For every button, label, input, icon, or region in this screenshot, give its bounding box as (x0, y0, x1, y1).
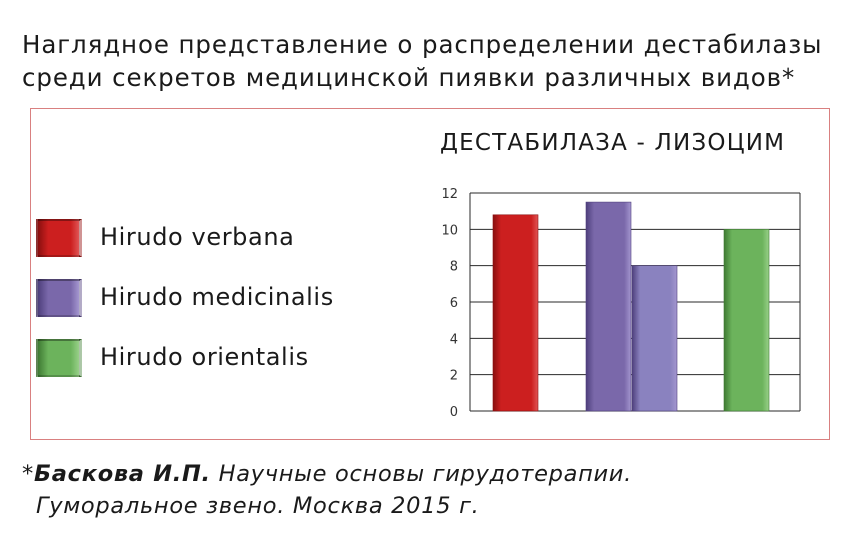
bar-3 (631, 265, 678, 412)
page-heading: Наглядное представление о распределении … (22, 28, 822, 94)
legend-swatch-verbana (36, 219, 82, 257)
legend-label-verbana: Hirudo verbana (100, 223, 295, 251)
bar-2 (585, 201, 632, 412)
footnote-mark: * (22, 461, 34, 487)
legend-item-orientalis: Hirudo orientalis (36, 339, 366, 377)
legend-item-verbana: Hirudo verbana (36, 219, 366, 257)
legend-swatch-medicinalis (36, 279, 82, 317)
y-tick-label-6: 6 (450, 296, 458, 311)
y-tick-label-10: 10 (441, 223, 458, 238)
bar-4 (723, 229, 770, 412)
legend-item-medicinalis: Hirudo medicinalis (36, 279, 366, 317)
footnote-citation-line-2: Гуморальное звено. Москва 2015 г. (36, 493, 480, 519)
y-tick-label-12: 12 (441, 187, 458, 202)
y-tick-label-0: 0 (450, 405, 458, 420)
legend-label-orientalis: Hirudo orientalis (100, 343, 309, 371)
legend-swatch-orientalis (36, 339, 82, 377)
chart-title: ДЕСТАБИЛАЗА - ЛИЗОЦИМ (440, 130, 786, 156)
legend-label-medicinalis: Hirudo medicinalis (100, 283, 334, 311)
y-tick-label-2: 2 (450, 369, 458, 384)
y-tick-label-8: 8 (450, 260, 458, 275)
y-tick-label-4: 4 (450, 332, 458, 347)
bar-1 (492, 214, 539, 412)
footnote: *Баскова И.П. Научные основы гирудотерап… (22, 458, 632, 522)
bar-layer (492, 201, 770, 412)
footnote-author: Баскова И.П. (33, 461, 211, 487)
chart-frame (30, 108, 830, 440)
axis-layer: 0 2 4 6 8 10 12 (441, 187, 801, 420)
heading-line-1: Наглядное представление о распределении … (22, 30, 823, 59)
heading-line-2: среди секретов медицинской пиявки различ… (22, 63, 796, 92)
footnote-citation-line-1: Научные основы гирудотерапии. (210, 461, 632, 487)
